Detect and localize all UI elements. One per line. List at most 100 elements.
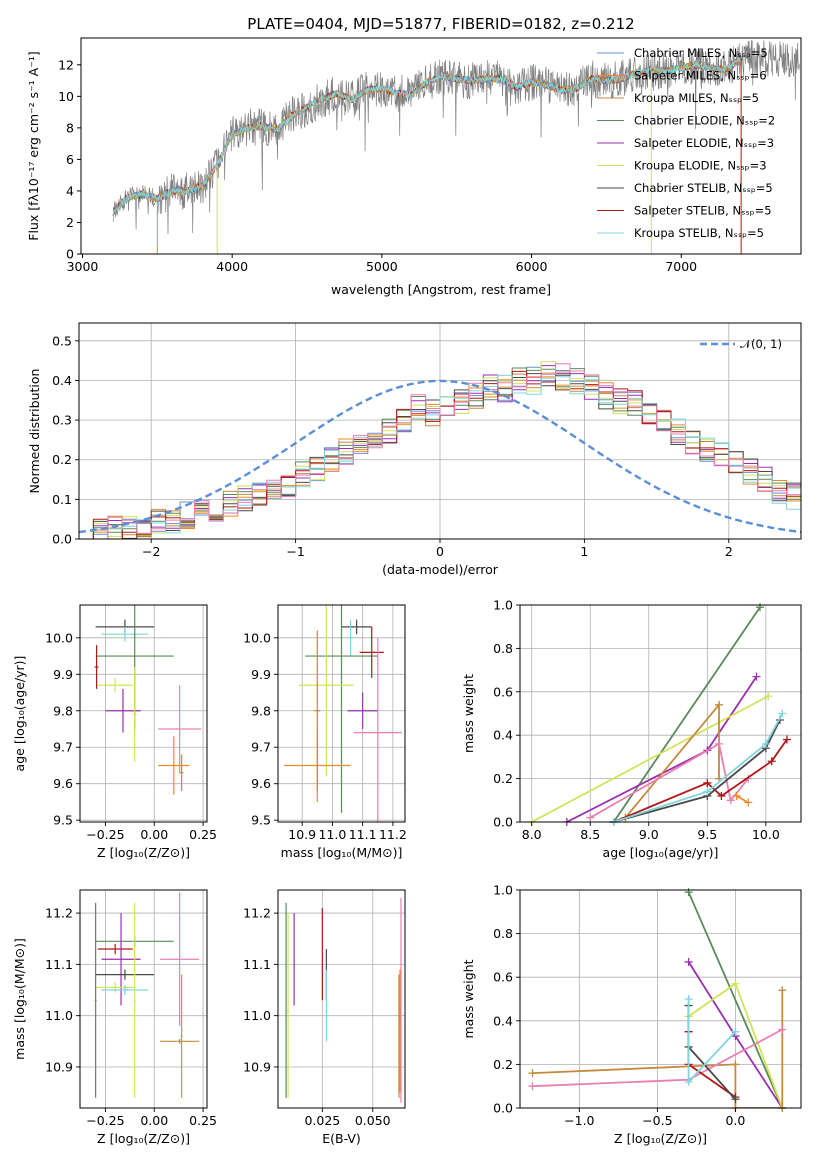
- weight-vs-metallicity-plot: −1.0 −0.5 0.0 0.0 0.2 0.4 0.6 0.8 1.0 Z [log₁₀(Z/…: [461, 883, 802, 1146]
- y-tick-label: 10.0: [45, 630, 73, 645]
- y-axis-label: mass weight: [461, 674, 476, 753]
- weight-line: [531, 695, 769, 822]
- x-tick-label: 0.25: [189, 1113, 217, 1128]
- y-tick-label: 8: [66, 120, 74, 135]
- weight-point-marker: [731, 1027, 740, 1036]
- y-tick-label: 0.8: [493, 641, 513, 656]
- y-tick-label: 9.8: [53, 703, 73, 718]
- y-tick-label: 2: [66, 215, 74, 230]
- x-tick-label: −0.25: [86, 827, 124, 842]
- weight-point-marker: [744, 798, 753, 807]
- x-axis-label: E(B-V): [322, 1131, 361, 1146]
- weight-point-marker: [528, 1082, 537, 1091]
- x-tick-label: 0.25: [189, 827, 217, 842]
- age-vs-metallicity-plot: −0.25 0.00 0.25 9.5 9.6 9.7 9.8 9.9 10.0 Z [log₁₀…: [12, 604, 217, 860]
- y-tick-label: 0.2: [493, 1057, 513, 1072]
- y-tick-label: 10.0: [243, 630, 271, 645]
- axes-frame: [80, 37, 802, 255]
- y-tick-label: 11.2: [45, 906, 73, 921]
- weight-point-marker: [703, 778, 712, 787]
- model-spectrum-line: [112, 56, 742, 216]
- y-axis-label: Normed distribution: [27, 369, 42, 494]
- residual-histogram-plot: −2 −1 0 1 2 0.0 0.1 0.2 0.3 0.4 0.5 (data-model)/er…: [27, 322, 802, 577]
- axes-frame: [519, 604, 802, 823]
- legend-label: Kroupa STELIB, Nₛₛₚ=5: [634, 226, 764, 240]
- weight-point-marker: [684, 1077, 693, 1086]
- y-axis-label: Flux [fλ10⁻¹⁷ erg cm⁻² s⁻¹ A⁻¹]: [26, 51, 41, 240]
- weight-point-marker: [732, 791, 741, 800]
- x-tick-label: −0.25: [86, 1113, 124, 1128]
- weight-point-marker: [717, 791, 726, 800]
- y-tick-label: 9.7: [251, 740, 271, 755]
- y-tick-label: 0.3: [52, 413, 72, 428]
- legend-label: Salpeter STELIB, Nₛₛₚ=5: [634, 204, 772, 218]
- x-tick-label: 6000: [516, 259, 548, 274]
- weight-point-marker: [764, 692, 773, 701]
- y-tick-label: 9.7: [53, 740, 73, 755]
- histogram-step-line: [79, 365, 801, 539]
- x-tick-label: 8.5: [580, 827, 600, 842]
- weight-point-marker: [752, 672, 761, 681]
- x-tick-label: 10.9: [288, 827, 316, 842]
- y-tick-label: 0: [66, 247, 74, 262]
- x-axis-label: age [log₁₀(age/yr)]: [603, 845, 719, 860]
- axes-frame: [277, 604, 406, 823]
- x-axis-label: Z [log₁₀(Z/Z⊙)]: [97, 1131, 190, 1146]
- y-tick-label: 4: [66, 183, 74, 198]
- y-tick-label: 0.4: [52, 373, 72, 388]
- histogram-step-line: [79, 363, 801, 539]
- x-tick-label: 0.050: [355, 1113, 391, 1128]
- x-axis-label: wavelength [Angstrom, rest frame]: [331, 282, 551, 297]
- weight-line: [532, 990, 784, 1108]
- y-tick-label: 9.5: [53, 813, 73, 828]
- x-tick-label: 1: [580, 544, 588, 559]
- x-tick-label: 2: [725, 544, 733, 559]
- y-tick-label: 0.0: [493, 1101, 513, 1116]
- histogram-step-line: [79, 361, 801, 539]
- y-tick-label: 0.8: [493, 926, 513, 941]
- x-tick-label: −1.0: [564, 1113, 594, 1128]
- y-tick-label: 1.0: [493, 883, 513, 898]
- weight-point-marker: [767, 757, 776, 766]
- x-tick-label: 10.0: [752, 827, 780, 842]
- y-tick-label: 0.2: [493, 771, 513, 786]
- x-tick-label: 11.1: [349, 827, 377, 842]
- x-tick-label: 0.0: [725, 1113, 745, 1128]
- y-tick-label: 12: [58, 57, 74, 72]
- spectrum-plot: 3000 4000 5000 6000 7000 0 2 4 6 8 10 12 wavelength …: [26, 37, 802, 297]
- y-tick-label: 9.5: [251, 813, 271, 828]
- legend-label: Chabrier MILES, Nₛₛₚ=5: [634, 46, 768, 60]
- x-tick-label: 3000: [67, 259, 99, 274]
- x-tick-label: −1: [286, 544, 304, 559]
- y-tick-label: 9.8: [251, 703, 271, 718]
- axes-frame: [79, 604, 208, 823]
- y-tick-label: 0.1: [52, 492, 72, 507]
- weight-vs-age-plot: 8.0 8.5 9.0 9.5 10.0 0.0 0.2 0.4 0.6 0.8 1.0 age [l…: [461, 598, 802, 860]
- x-axis-label: (data-model)/error: [382, 562, 499, 577]
- y-tick-label: 11.1: [243, 957, 271, 972]
- x-tick-label: −2: [142, 544, 160, 559]
- x-tick-label: 11.0: [319, 827, 347, 842]
- x-tick-label: 9.5: [697, 827, 717, 842]
- legend-label: Chabrier ELODIE, Nₛₛₚ=2: [634, 114, 775, 128]
- y-tick-label: 10.9: [243, 1059, 271, 1074]
- weight-line: [687, 891, 784, 1108]
- weight-point-marker: [731, 979, 740, 988]
- axes-frame: [79, 889, 208, 1109]
- y-tick-label: 0.0: [52, 532, 72, 547]
- x-tick-label: 0.025: [304, 1113, 340, 1128]
- x-tick-label: 5000: [366, 259, 398, 274]
- weight-line: [736, 795, 749, 804]
- weight-point-marker: [684, 888, 693, 897]
- weight-line: [613, 719, 781, 822]
- weight-point-marker: [715, 739, 724, 748]
- x-tick-label: 9.0: [639, 827, 659, 842]
- y-axis-label: mass [log₁₀(M/M⊙)]: [12, 938, 27, 1060]
- y-tick-label: 0.0: [493, 815, 513, 830]
- weight-point-marker: [528, 1069, 537, 1078]
- y-tick-label: 0.6: [493, 684, 513, 699]
- y-tick-label: 6: [66, 152, 74, 167]
- mass-vs-ebv-plot: 0.025 0.050 10.9 11.0 11.1 11.2 E(B-V): [243, 889, 406, 1146]
- weight-line: [687, 1005, 737, 1100]
